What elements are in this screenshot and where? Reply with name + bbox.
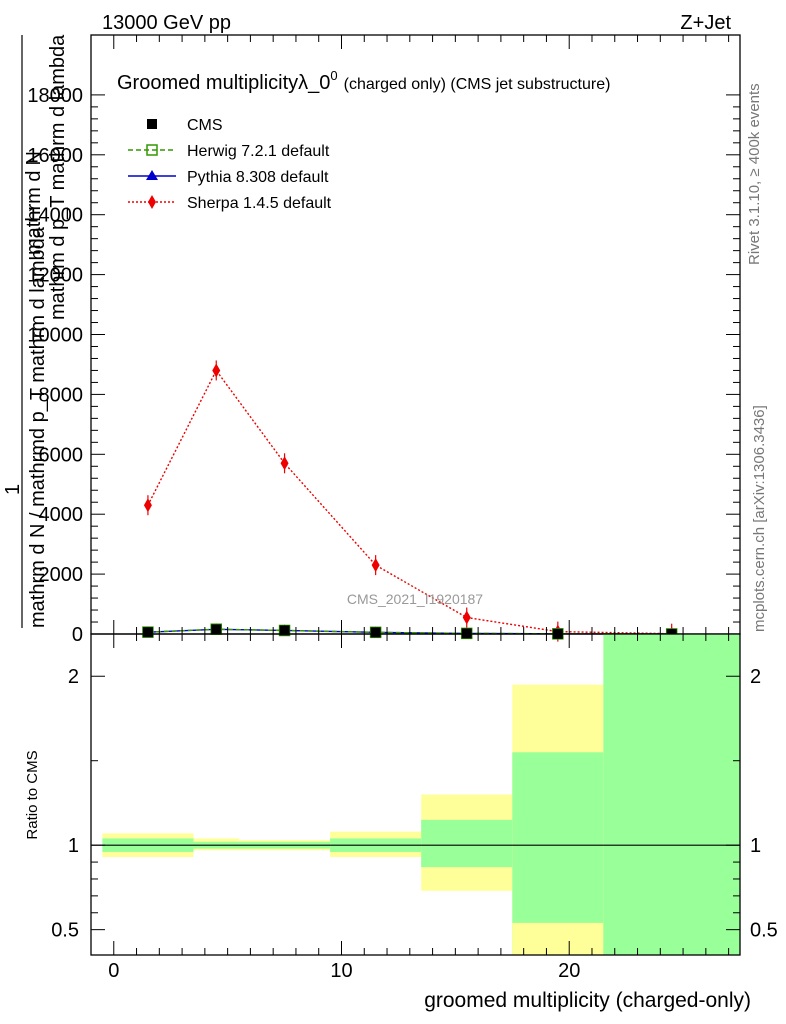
- main-title-sup: 0: [330, 68, 337, 83]
- legend-herwig-label: Herwig 7.2.1 default: [187, 143, 330, 160]
- legend-pythia-marker: [146, 170, 158, 180]
- legend-sherpa-label: Sherpa 1.4.5 default: [187, 195, 332, 212]
- y-tick-label: 0: [72, 624, 83, 646]
- y-tick-label: 16000: [27, 145, 83, 167]
- ratio-y-tick-label-right: 0.5: [750, 920, 778, 942]
- process-label: Z+Jet: [680, 12, 731, 34]
- ylabel-numerator: mathrm dN: [23, 151, 45, 255]
- energy-label: 13000 GeV pp: [102, 12, 231, 34]
- sherpa-point: [371, 558, 380, 573]
- ylabel-one: 1: [2, 484, 24, 495]
- main-title-suffix: (charged only) (CMS jet substructure): [344, 76, 611, 93]
- sherpa-point: [280, 456, 289, 471]
- ratio-stat-band: [421, 819, 513, 868]
- y-tick-label: 12000: [27, 265, 83, 287]
- sherpa-point: [462, 610, 471, 625]
- ylabel-inner-top: mathrm d p_T mathrm d lambda: [47, 34, 69, 320]
- main-title: Groomed multiplicityλ_00 (charged only) (…: [117, 68, 610, 94]
- y-tick-label: 14000: [27, 205, 83, 227]
- y-tick-label: 8000: [39, 384, 84, 406]
- main-y-axis: 0 2000 4000 6000 8000 10000 12000 14000 16000 180…: [27, 85, 740, 646]
- sherpa-point: [212, 363, 221, 378]
- y-tick-label: 6000: [39, 444, 84, 466]
- legend-cms-label: CMS: [187, 117, 223, 134]
- main-y-label: mathrm dN 1 mathrm d N / mathrmd p_T mat…: [2, 34, 69, 628]
- rivet-label: Rivet 3.1.10, ≥ 400k events: [746, 83, 763, 265]
- ratio-y-tick-label: 2: [68, 666, 79, 688]
- sherpa-point: [143, 498, 152, 513]
- legend-pythia-label: Pythia 8.308 default: [187, 169, 329, 186]
- x-tick-label: 10: [330, 960, 352, 982]
- x-axis-label: groomed multiplicity (charged-only): [424, 989, 751, 1012]
- main-panel: 0 2000 4000 6000 8000 10000 12000 14000 16000 180…: [2, 34, 741, 646]
- ratio-y-tick-label-right: 2: [750, 666, 761, 688]
- mcplots-label: mcplots.cern.ch [arXiv:1306.3436]: [751, 405, 768, 632]
- cms-point: [142, 627, 153, 638]
- y-tick-label: 18000: [27, 85, 83, 107]
- ratio-y-tick-label: 0.5: [51, 920, 79, 942]
- legend-herwig-marker: [146, 144, 158, 156]
- cms-point: [370, 627, 381, 638]
- legend-cms-marker: [147, 119, 157, 129]
- analysis-watermark: CMS_2021_I1920187: [347, 591, 483, 607]
- cms-point: [279, 625, 290, 636]
- x-tick-label: 0: [108, 960, 119, 982]
- y-tick-label: 2000: [39, 564, 84, 586]
- legend-sherpa-marker: [148, 195, 156, 209]
- y-tick-label: 10000: [27, 325, 83, 347]
- y-tick-label: 4000: [39, 504, 84, 526]
- legend: CMS Herwig 7.2.1 default Pythia 8.308 defa…: [128, 117, 332, 212]
- ratio-y-tick-label: 1: [68, 835, 79, 857]
- ylabel-denominator: mathrm d N / mathrmd p_T mathrm d lambda: [27, 226, 49, 628]
- ratio-y-axis: 0.5 0.5 1 1 2 2: [51, 666, 778, 941]
- ratio-total-band-low: [512, 922, 604, 955]
- ratio-x-axis: 0 10 20: [108, 35, 730, 982]
- ratio-panel: 0.5 0.5 1 1 2 2 0 10 20 Ratio to CMS groomed mu…: [24, 35, 778, 1012]
- ratio-y-tick-label-right: 1: [750, 835, 761, 857]
- main-title-text: Groomed multiplicityλ_0: [117, 72, 330, 94]
- ratio-stat-band: [512, 752, 604, 955]
- ratio-stat-band: [603, 634, 740, 955]
- ratio-bands: [102, 634, 740, 955]
- ratio-frame: [90, 633, 741, 956]
- ratio-y-label: Ratio to CMS: [24, 750, 41, 839]
- x-tick-label: 20: [558, 960, 580, 982]
- cms-point: [211, 624, 222, 635]
